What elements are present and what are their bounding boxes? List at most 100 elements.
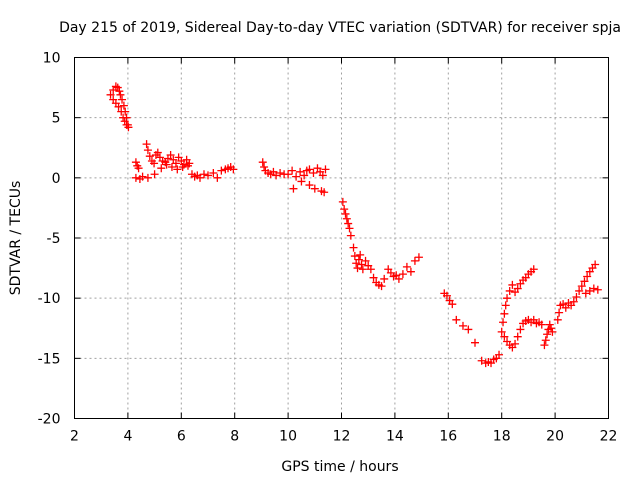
data-point [477,356,486,365]
data-point [353,264,362,273]
data-point [572,292,581,301]
data-point [529,265,538,274]
data-point [394,274,403,283]
data-point [503,294,512,303]
data-point [495,350,504,359]
data-point [111,82,120,91]
data-point [580,277,589,286]
data-point [199,170,208,179]
data-point [500,332,509,341]
data-point [591,260,600,269]
data-point [458,321,467,330]
data-point [342,214,351,223]
data-point [305,165,314,174]
data-point [555,308,564,317]
data-point [369,273,378,282]
data-point [547,324,556,333]
x-tick-label: 18 [493,429,511,445]
data-point [292,172,301,181]
data-point [318,171,327,180]
x-axis-label: GPS time / hours [281,459,398,475]
data-point [361,256,370,265]
data-point [553,315,562,324]
data-point [115,87,124,96]
data-point [143,146,152,155]
data-point [284,170,293,179]
y-tick-label: 0 [52,171,61,187]
data-point [166,150,175,159]
data-point [513,284,522,293]
data-point [581,289,590,298]
data-point [366,265,375,274]
data-point [593,285,602,294]
data-point [448,300,457,309]
data-point [357,260,366,269]
data-point [406,267,415,276]
plot-border [74,57,609,419]
y-tick-label: -20 [38,412,61,428]
data-point [500,309,509,318]
data-point [569,297,578,306]
y-tick-label: 5 [52,111,61,127]
grid [74,57,609,419]
data-point [171,159,180,168]
data-point [320,188,329,197]
data-point [341,209,350,218]
y-tick-label: -15 [38,351,61,367]
data-series [106,82,602,368]
data-point [145,152,154,161]
data-point [119,101,128,110]
data-point [585,286,594,295]
data-point [258,158,267,167]
data-point [134,164,143,173]
data-point [349,243,358,252]
data-point [508,280,517,289]
data-point [297,177,306,186]
data-point [516,325,525,334]
data-point [276,169,285,178]
x-tick-label: 22 [600,429,618,445]
data-point [505,286,514,295]
data-point [106,90,115,99]
data-point [501,301,510,310]
data-point [120,117,129,126]
data-point [150,159,159,168]
x-tick-label: 14 [386,429,404,445]
x-tick-label: 6 [177,429,186,445]
x-tick-label: 4 [123,429,132,445]
data-point [213,173,222,182]
data-point [561,303,570,312]
data-point [195,173,204,182]
data-point [545,320,554,329]
data-point [289,184,298,193]
y-tick-label: -10 [38,291,61,307]
data-point [117,107,126,116]
data-point [511,339,520,348]
data-point [338,197,347,206]
data-point [380,274,389,283]
data-point [497,327,506,336]
data-point [167,163,176,172]
data-point [173,165,182,174]
data-point [537,320,546,329]
data-point [345,224,354,233]
x-tick-label: 10 [279,429,297,445]
data-point [305,181,314,190]
data-point [272,171,281,180]
data-point [398,270,407,279]
data-point [442,291,451,300]
data-point [118,95,127,104]
data-point [296,167,305,176]
data-point [548,327,557,336]
x-tick-label: 20 [546,429,564,445]
data-point [583,272,592,281]
data-point [452,315,461,324]
chart-title: Day 215 of 2019, Sidereal Day-to-day VTE… [59,20,621,36]
data-point [575,286,584,295]
data-point [124,123,133,132]
data-point [464,325,473,334]
data-point [471,338,479,347]
x-tick-label: 8 [230,429,239,445]
data-point [513,332,522,341]
data-point [346,231,355,240]
